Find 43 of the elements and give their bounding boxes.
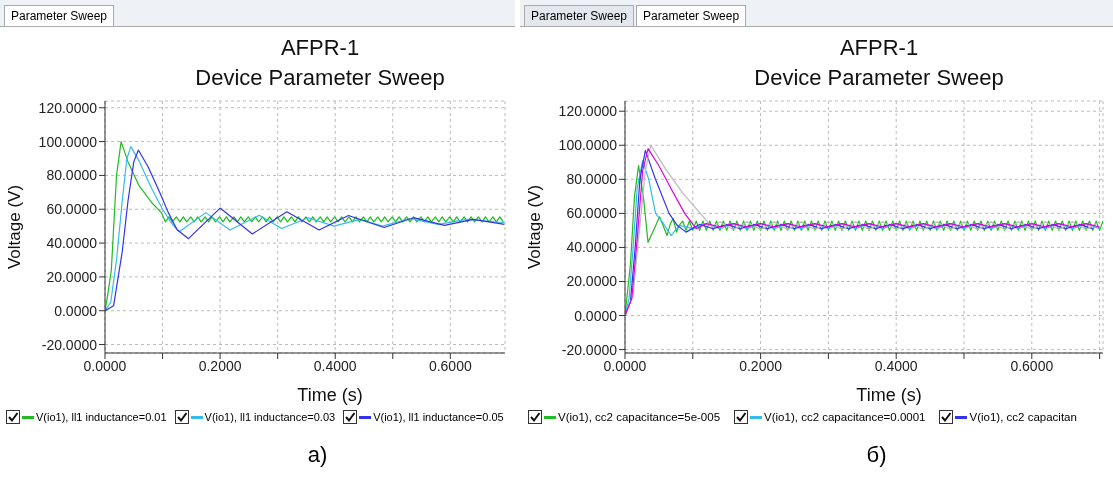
text: Parameter Sweep xyxy=(524,5,635,26)
y-tick-label: 0.0000 xyxy=(54,302,98,319)
chart-title: AFPR-1 xyxy=(279,34,361,62)
x-tick-label: 0.4000 xyxy=(313,357,357,374)
legend-label: V(io1), ll1 inductance=0.01 xyxy=(36,411,167,423)
y-tick-label: 20.0000 xyxy=(46,268,98,285)
x-tick-label: 0.0000 xyxy=(603,357,647,374)
text: а) xyxy=(306,442,329,468)
text: б) xyxy=(865,442,888,468)
legend-label: V(io1), cc2 capacitance=0.0001 xyxy=(764,411,926,423)
y-axis-title: Voltage (V) xyxy=(525,184,545,270)
y-tick-label: 120.0000 xyxy=(38,99,98,116)
x-tick-label: 0.6000 xyxy=(1010,357,1054,374)
y-axis-title: Voltage (V) xyxy=(5,184,25,270)
chart-subtitle: Device Parameter Sweep xyxy=(194,64,446,92)
x-axis-title: Time (s) xyxy=(296,385,364,406)
x-tick-label: 0.2000 xyxy=(198,357,242,374)
legend-label: V(io1), cc2 capacitan xyxy=(969,411,1077,423)
y-tick-label: -20.0000 xyxy=(561,341,618,358)
y-tick-label: 40.0000 xyxy=(566,239,618,256)
legend-label: V(io1), ll1 inductance=0.03 xyxy=(204,411,336,423)
y-tick-label: 60.0000 xyxy=(566,205,618,222)
x-tick-label: 0.4000 xyxy=(874,357,918,374)
y-tick-label: 60.0000 xyxy=(46,201,98,218)
y-tick-label: 40.0000 xyxy=(46,235,98,252)
x-tick-label: 0.6000 xyxy=(428,357,472,374)
y-tick-label: 100.0000 xyxy=(558,137,618,154)
y-tick-label: -20.0000 xyxy=(41,336,98,353)
y-tick-label: 80.0000 xyxy=(46,167,98,184)
legend-label: V(io1), ll1 inductance=0.05 xyxy=(373,411,504,423)
x-tick-label: 0.0000 xyxy=(83,357,127,374)
text: Parameter Sweep xyxy=(636,5,747,26)
y-tick-label: 120.0000 xyxy=(558,103,618,120)
y-tick-label: 0.0000 xyxy=(574,307,618,324)
x-axis-title: Time (s) xyxy=(855,385,923,406)
chart-subtitle: Device Parameter Sweep xyxy=(753,64,1005,92)
y-tick-label: 80.0000 xyxy=(566,171,618,188)
chart-title: AFPR-1 xyxy=(838,34,920,62)
y-tick-label: 20.0000 xyxy=(566,273,618,290)
y-tick-label: 100.0000 xyxy=(38,133,98,150)
x-tick-label: 0.2000 xyxy=(739,357,783,374)
legend-label: V(io1), cc2 capacitance=5e-005 xyxy=(558,411,721,423)
text: Parameter Sweep xyxy=(4,5,115,26)
